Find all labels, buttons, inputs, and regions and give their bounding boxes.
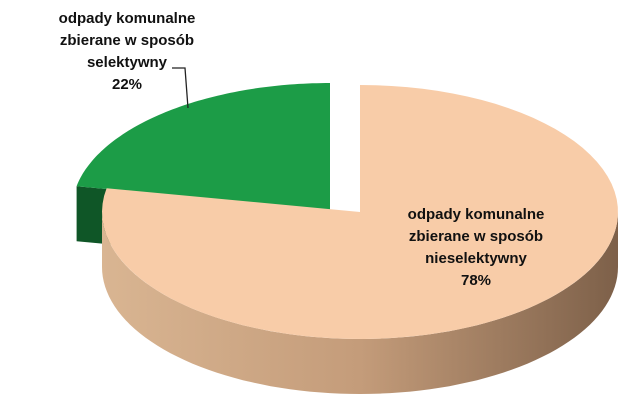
- slice-side: [102, 212, 618, 394]
- slice: [102, 85, 618, 339]
- label-group: odpady komunalne zbierane w sposób selek…: [52, 8, 202, 96]
- leader-line: [172, 67, 189, 109]
- category-label: odpady komunalne zbierane w sposób selek…: [58, 10, 196, 71]
- slice: [76, 83, 330, 210]
- label-group: odpady komunalne zbierane w sposób niese…: [378, 204, 574, 292]
- category-label: odpady komunalne zbierane w sposób niese…: [407, 206, 545, 267]
- value-label: 22%: [111, 76, 143, 93]
- value-label: 78%: [460, 272, 492, 289]
